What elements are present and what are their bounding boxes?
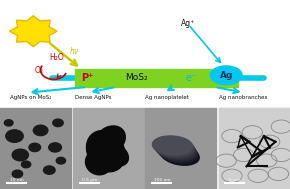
Ellipse shape [153, 136, 193, 155]
Ellipse shape [4, 120, 13, 126]
Ellipse shape [49, 143, 61, 152]
Text: e⁻: e⁻ [186, 73, 197, 83]
Ellipse shape [6, 130, 23, 142]
Text: hν: hν [69, 47, 79, 57]
Text: H₂O: H₂O [49, 53, 64, 62]
Ellipse shape [12, 149, 28, 161]
Polygon shape [10, 16, 57, 47]
Text: Ag nanobranches: Ag nanobranches [220, 95, 268, 100]
Ellipse shape [157, 141, 197, 161]
Bar [219, 108, 290, 189]
Ellipse shape [21, 161, 31, 168]
Text: AgNPs on MoS₂: AgNPs on MoS₂ [10, 95, 51, 100]
Ellipse shape [154, 138, 194, 157]
Text: Dense AgNPs: Dense AgNPs [75, 95, 111, 100]
Ellipse shape [53, 119, 63, 127]
Text: Ag⁺: Ag⁺ [181, 19, 196, 28]
Text: 0.5 μm: 0.5 μm [82, 178, 97, 182]
Ellipse shape [29, 143, 41, 152]
Ellipse shape [104, 144, 128, 166]
Text: Ag nanoplatelet: Ag nanoplatelet [145, 95, 189, 100]
Ellipse shape [210, 66, 242, 85]
Ellipse shape [160, 145, 199, 165]
Ellipse shape [12, 170, 23, 178]
Ellipse shape [86, 131, 125, 172]
Bar [145, 108, 216, 189]
Text: Ag: Ag [220, 71, 233, 80]
Text: MoS₂: MoS₂ [125, 74, 148, 82]
Bar [0, 108, 71, 189]
Text: O₂: O₂ [35, 66, 44, 75]
Ellipse shape [20, 23, 46, 40]
Bar [72, 108, 144, 189]
Bar [219, 108, 290, 189]
Ellipse shape [33, 125, 48, 136]
Text: P⁺: P⁺ [81, 73, 93, 83]
Text: 5 μm: 5 μm [229, 178, 240, 182]
Ellipse shape [86, 150, 112, 175]
Ellipse shape [95, 126, 125, 154]
Ellipse shape [159, 143, 198, 163]
Bar [75, 69, 238, 87]
Text: 100 nm: 100 nm [154, 178, 170, 182]
Ellipse shape [155, 139, 195, 159]
Ellipse shape [56, 157, 66, 164]
Ellipse shape [44, 166, 55, 174]
Text: 10 nm: 10 nm [10, 178, 24, 182]
